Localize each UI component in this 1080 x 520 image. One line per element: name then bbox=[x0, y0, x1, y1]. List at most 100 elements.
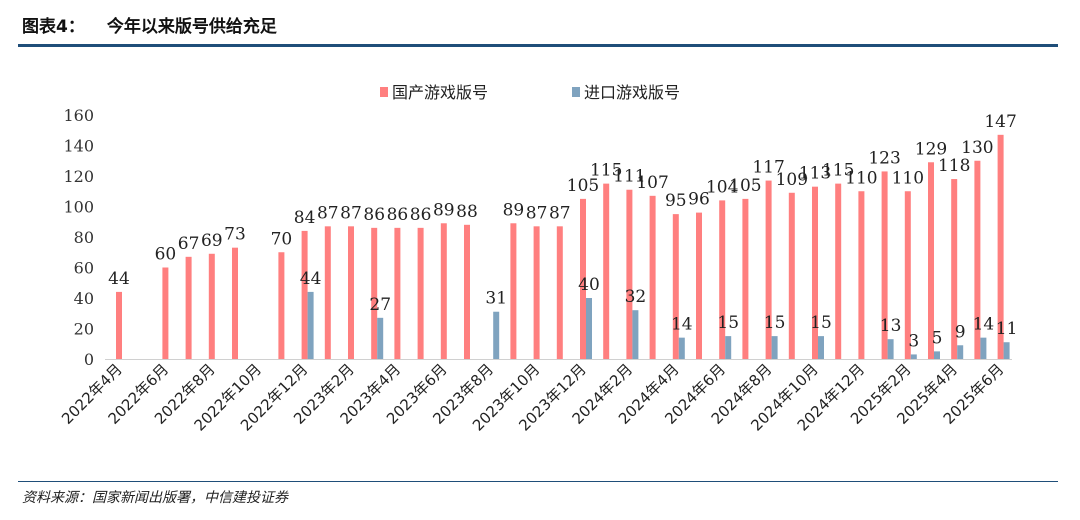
domestic-data-label: 115 bbox=[822, 161, 854, 181]
domestic-data-label: 84 bbox=[294, 208, 316, 228]
domestic-data-label: 69 bbox=[201, 231, 223, 251]
imported-bar bbox=[957, 345, 964, 359]
y-tick-label: 160 bbox=[63, 106, 94, 125]
imported-bar bbox=[678, 337, 685, 359]
imported-bar bbox=[910, 354, 917, 359]
domestic-data-label: 88 bbox=[456, 202, 478, 222]
domestic-data-label: 107 bbox=[636, 173, 668, 193]
domestic-data-label: 117 bbox=[752, 158, 784, 178]
title-divider bbox=[18, 44, 1058, 47]
domestic-data-label: 147 bbox=[984, 112, 1016, 132]
imported-data-label: 3 bbox=[908, 331, 919, 351]
domestic-bar bbox=[835, 183, 842, 359]
domestic-bar bbox=[765, 180, 772, 359]
domestic-bar bbox=[603, 183, 610, 359]
domestic-bar bbox=[440, 223, 447, 359]
domestic-data-label: 86 bbox=[387, 205, 409, 225]
domestic-bar bbox=[556, 226, 563, 359]
domestic-bar bbox=[533, 226, 540, 359]
figure-title-text: 今年以来版号供给充足 bbox=[106, 17, 277, 37]
domestic-data-label: 86 bbox=[410, 205, 432, 225]
domestic-bar bbox=[719, 200, 726, 359]
imported-data-label: 13 bbox=[880, 316, 902, 336]
imported-data-label: 9 bbox=[955, 322, 966, 342]
domestic-data-label: 87 bbox=[549, 203, 571, 223]
imported-bar bbox=[818, 336, 824, 359]
domestic-bar bbox=[858, 191, 865, 359]
imported-data-label: 40 bbox=[578, 275, 600, 295]
domestic-data-label: 115 bbox=[590, 161, 622, 181]
imported-bar bbox=[934, 351, 940, 359]
domestic-bar bbox=[904, 191, 911, 359]
imported-data-label: 11 bbox=[996, 319, 1018, 339]
domestic-bar bbox=[116, 291, 122, 359]
domestic-data-label: 105 bbox=[729, 176, 761, 196]
y-tick-label: 0 bbox=[84, 350, 94, 369]
imported-data-label: 31 bbox=[485, 289, 507, 309]
domestic-data-label: 109 bbox=[776, 170, 808, 190]
domestic-bar bbox=[417, 227, 424, 359]
domestic-data-label: 87 bbox=[317, 203, 339, 223]
legend-imported-label: 进口游戏版号 bbox=[584, 83, 680, 102]
domestic-bar bbox=[371, 227, 378, 359]
domestic-bar bbox=[324, 226, 331, 359]
domestic-bar bbox=[580, 198, 586, 359]
domestic-bar bbox=[162, 267, 169, 359]
domestic-data-label: 70 bbox=[271, 229, 293, 249]
imported-data-label: 32 bbox=[625, 287, 647, 307]
domestic-bar bbox=[464, 224, 470, 359]
y-tick-label: 140 bbox=[63, 137, 94, 156]
domestic-bar bbox=[626, 189, 633, 359]
y-tick-label: 40 bbox=[74, 289, 94, 308]
domestic-data-label: 118 bbox=[938, 156, 970, 176]
domestic-bar bbox=[232, 247, 238, 359]
domestic-bar bbox=[928, 162, 934, 359]
imported-bar bbox=[887, 339, 894, 359]
domestic-bar bbox=[951, 179, 958, 359]
figure-title: 图表4： 今年以来版号供给充足 bbox=[22, 12, 299, 37]
domestic-data-label: 111 bbox=[613, 167, 645, 187]
imported-bar bbox=[493, 311, 500, 359]
domestic-bar bbox=[649, 195, 656, 359]
imported-bar bbox=[725, 336, 732, 359]
domestic-bar bbox=[742, 198, 749, 359]
domestic-data-label: 87 bbox=[526, 203, 548, 223]
domestic-data-label: 89 bbox=[433, 200, 455, 220]
domestic-bar bbox=[510, 223, 517, 359]
source-note: 资料来源：国家新闻出版署，中信建投证券 bbox=[22, 490, 288, 506]
domestic-bar bbox=[812, 186, 818, 359]
domestic-bar bbox=[278, 252, 285, 359]
y-tick-label: 120 bbox=[63, 167, 94, 186]
y-tick-label: 100 bbox=[63, 198, 94, 217]
figure-number: 图表4： bbox=[22, 17, 85, 37]
domestic-data-label: 129 bbox=[915, 139, 947, 159]
domestic-data-label: 89 bbox=[503, 200, 525, 220]
domestic-data-label: 123 bbox=[868, 148, 900, 168]
footer-divider bbox=[18, 481, 1058, 482]
imported-data-label: 27 bbox=[369, 295, 391, 315]
domestic-bar bbox=[672, 214, 679, 359]
domestic-bar bbox=[997, 134, 1004, 359]
imported-data-label: 14 bbox=[973, 315, 995, 335]
domestic-data-label: 130 bbox=[961, 138, 993, 158]
domestic-data-label: 113 bbox=[799, 164, 831, 184]
domestic-bar bbox=[974, 160, 981, 359]
domestic-data-label: 86 bbox=[363, 205, 385, 225]
legend-imported-swatch bbox=[572, 87, 580, 97]
domestic-data-label: 105 bbox=[567, 176, 599, 196]
domestic-bar bbox=[394, 227, 401, 359]
legend-domestic-label: 国产游戏版号 bbox=[392, 83, 488, 102]
domestic-data-label: 73 bbox=[224, 225, 246, 245]
domestic-bar bbox=[348, 226, 354, 359]
imported-bar bbox=[632, 310, 639, 359]
domestic-data-label: 87 bbox=[340, 203, 362, 223]
imported-bar bbox=[377, 317, 384, 359]
domestic-data-label: 110 bbox=[845, 168, 877, 188]
imported-bar bbox=[1003, 342, 1010, 359]
domestic-data-label: 44 bbox=[108, 269, 130, 289]
imported-bar bbox=[771, 336, 778, 359]
domestic-data-label: 96 bbox=[688, 190, 710, 210]
domestic-data-label: 67 bbox=[178, 234, 200, 254]
domestic-bar bbox=[185, 256, 192, 359]
